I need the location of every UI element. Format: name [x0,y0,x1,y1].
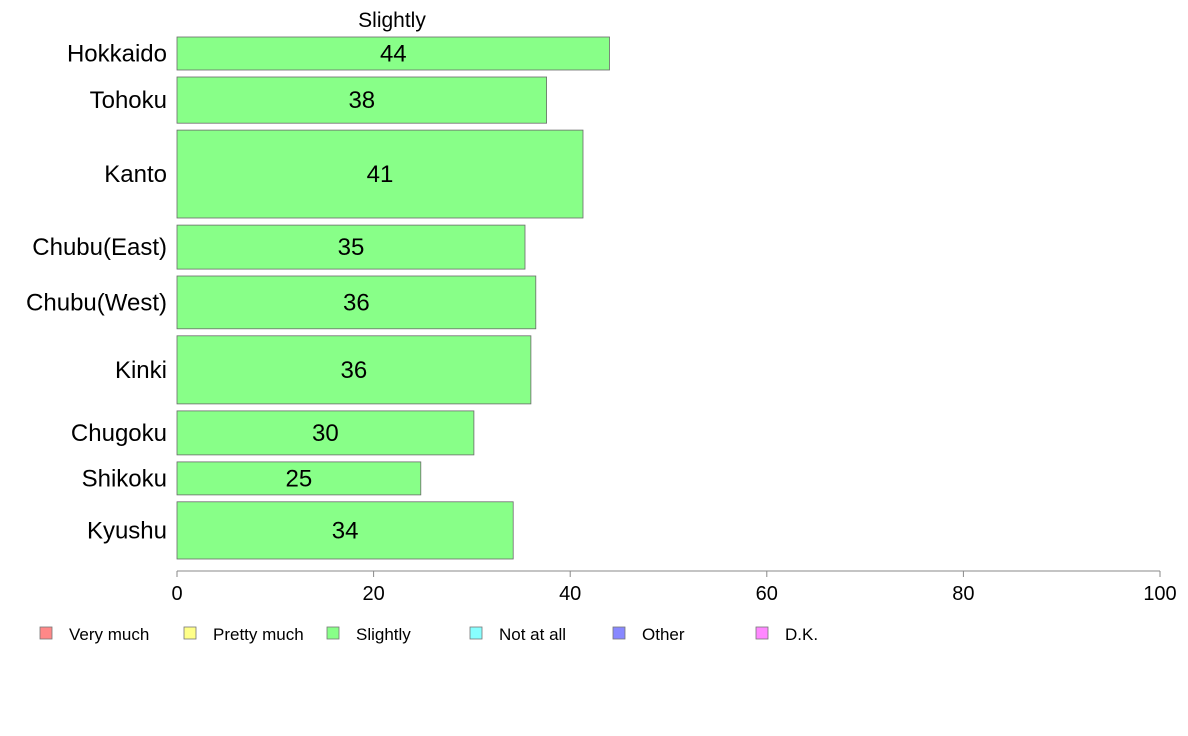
legend-swatch [39,626,53,640]
bar [176,461,422,496]
chart-title: Slightly [358,9,426,32]
value-label: 36 [343,289,370,316]
legend-label: D.K. [785,625,818,644]
category-label: Chugoku [71,420,167,447]
x-tick-label: 0 [171,583,182,605]
x-tick-label: 80 [952,583,974,605]
bars-layer: Hokkaido 44 Tohoku 38 Kanto 41 Chubu(East) 35 Ch… [26,36,610,560]
category-label: Hokkaido [67,41,167,68]
category-label: Chubu(West) [26,289,167,316]
category-label: Shikoku [82,465,167,492]
legend-swatch [755,626,769,640]
legend-swatch [326,626,340,640]
value-label: 25 [286,465,313,492]
value-label: 41 [367,161,394,188]
value-label: 35 [338,234,365,261]
bar [176,335,532,405]
category-label: Kyushu [87,517,167,544]
bar [176,224,526,270]
bar [176,36,610,71]
value-label: 44 [380,41,407,68]
x-tick-label: 20 [362,583,384,605]
category-label: Kinki [115,357,167,384]
legend-label: Slightly [356,625,411,644]
legend-swatch [469,626,483,640]
category-label: Tohoku [90,87,167,114]
x-tick-label: 100 [1143,583,1176,605]
legend: Very much Pretty much Slightly Not at all Ot… [39,625,818,644]
value-label: 34 [332,517,359,544]
bar [176,501,514,560]
legend-swatch [183,626,197,640]
value-label: 38 [348,87,375,114]
legend-label: Pretty much [213,625,304,644]
bar [176,76,548,124]
category-label: Chubu(East) [32,234,167,261]
legend-swatch [612,626,626,640]
legend-label: Not at all [499,625,566,644]
legend-label: Other [642,625,685,644]
x-tick-label: 60 [756,583,778,605]
bar [176,410,475,456]
category-label: Kanto [104,161,167,188]
legend-label: Very much [69,625,149,644]
x-tick-label: 40 [559,583,581,605]
value-label: 30 [312,420,339,447]
bar [176,129,584,219]
bar [176,275,537,330]
value-label: 36 [341,357,368,384]
x-axis: 0 20 40 60 80 100 [171,570,1177,605]
